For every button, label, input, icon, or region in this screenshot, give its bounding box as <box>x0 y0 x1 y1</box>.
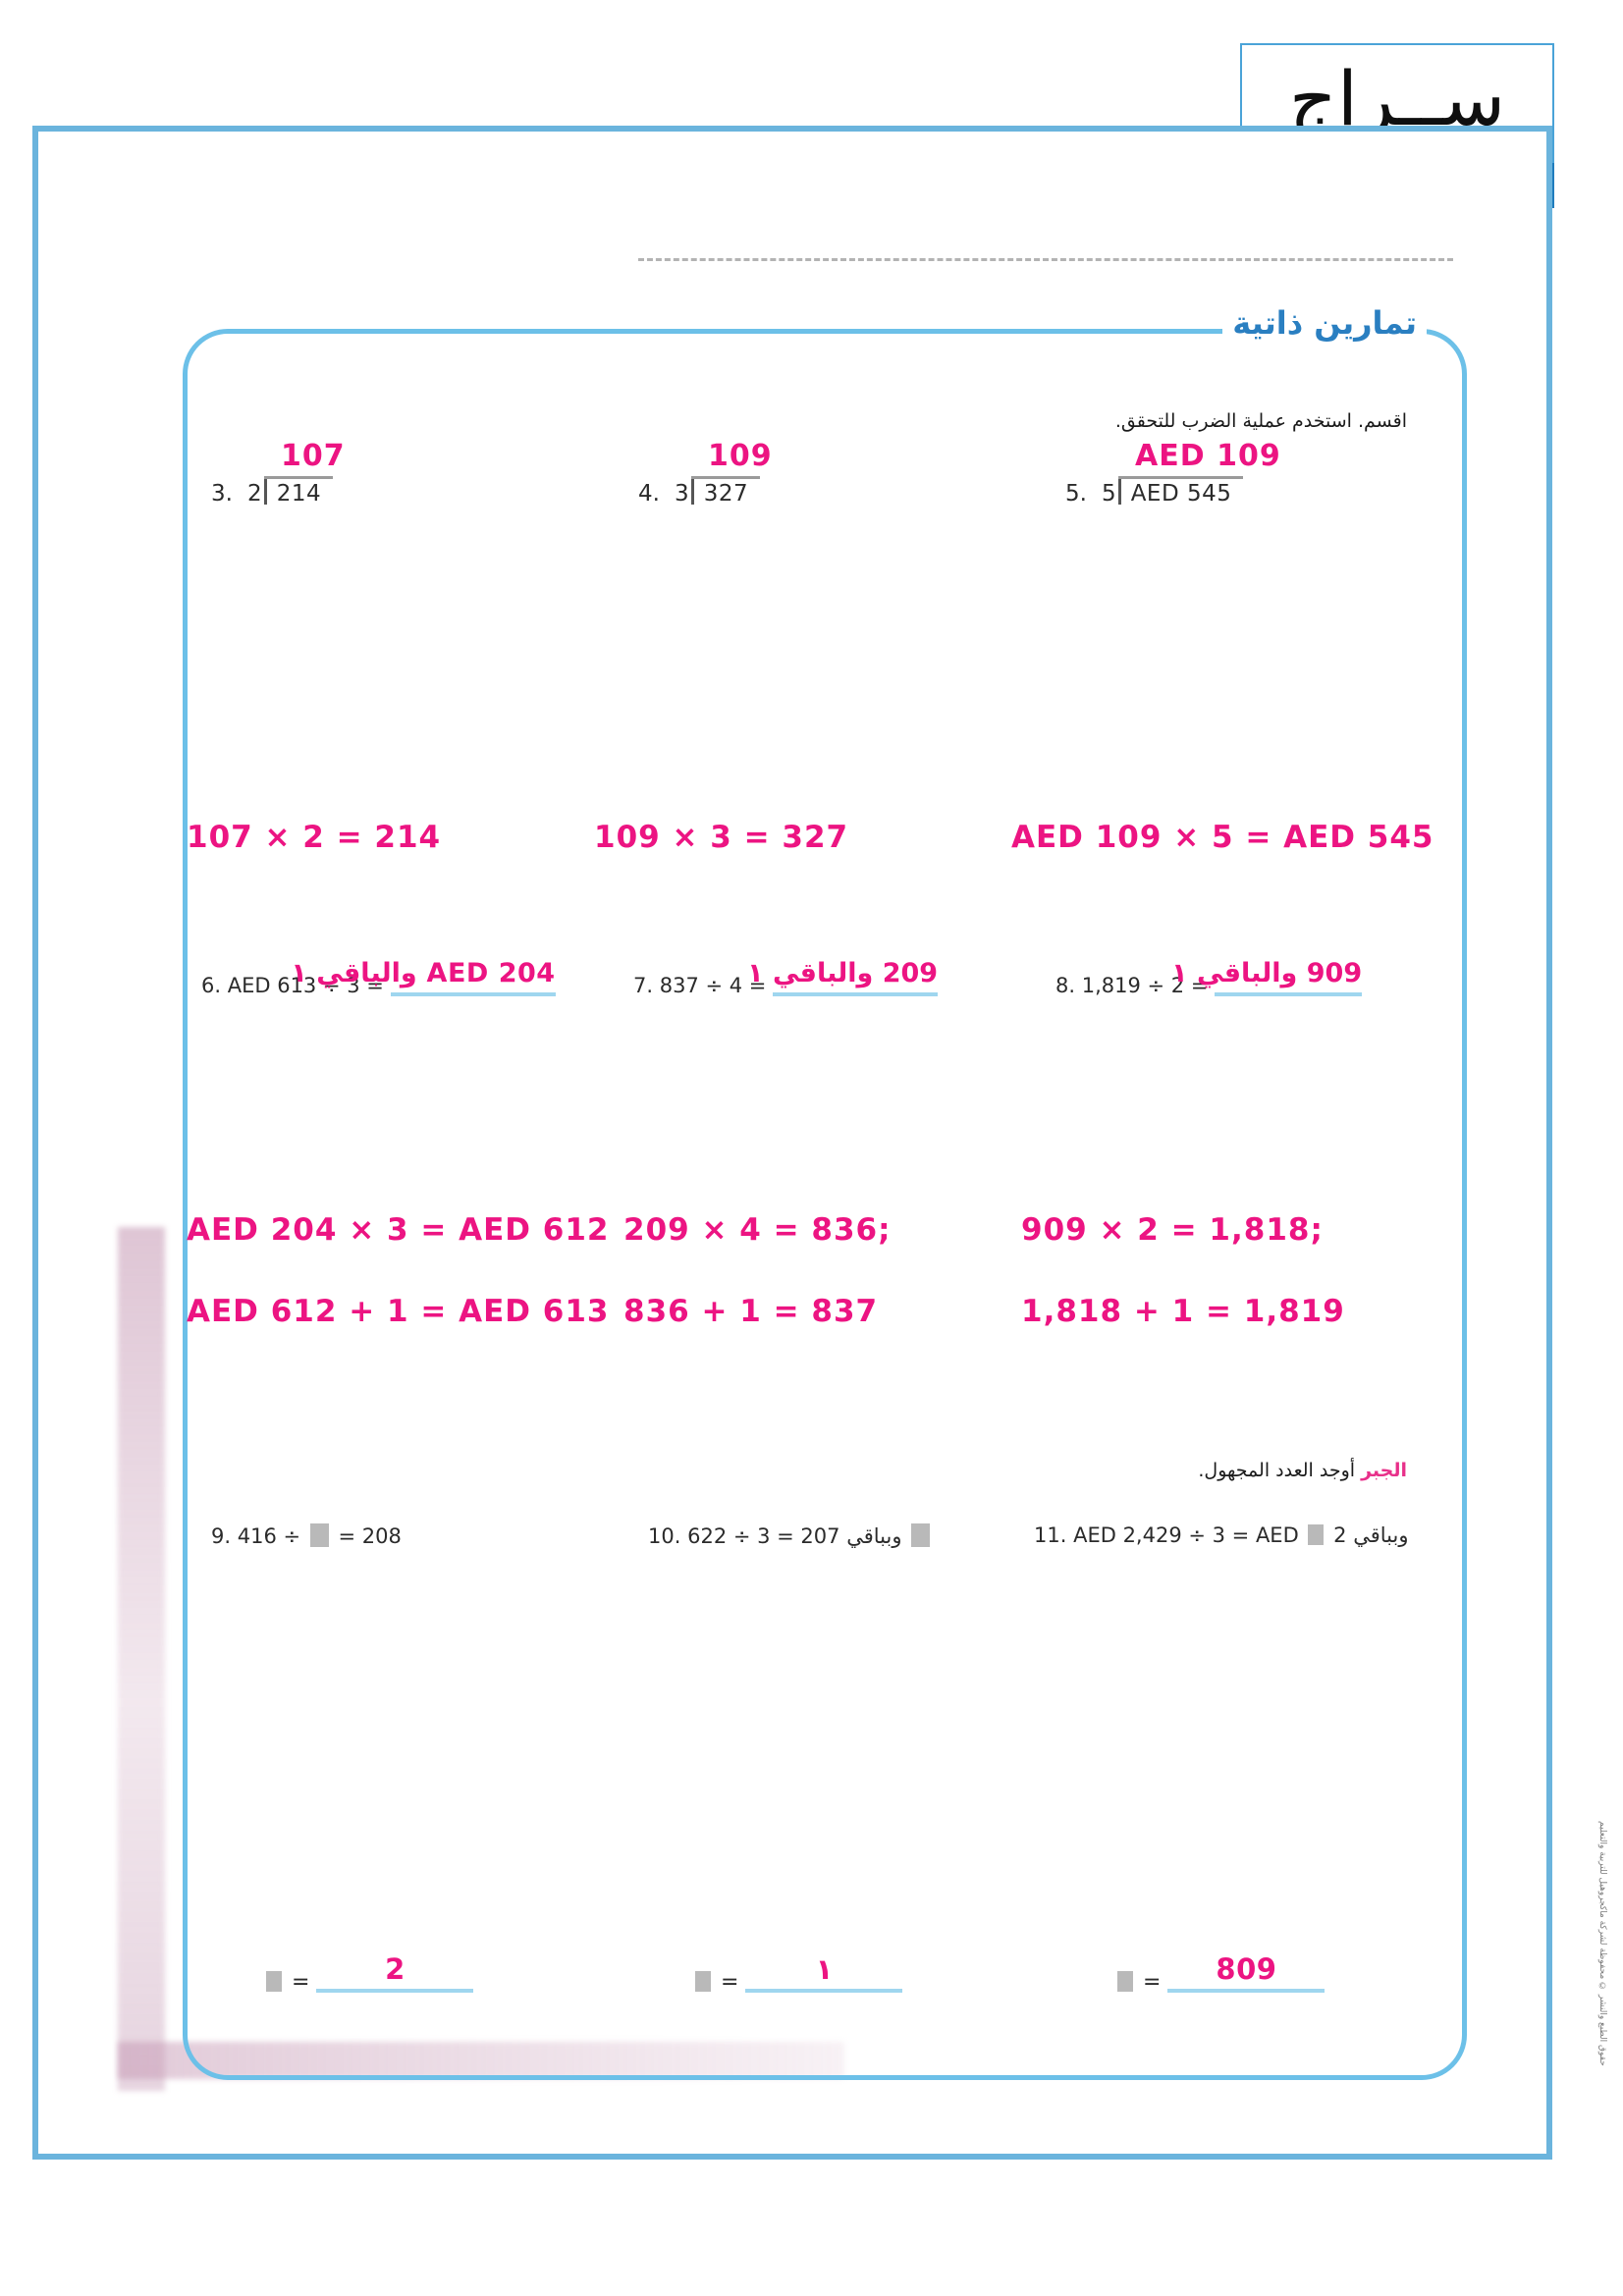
answer-blank[interactable]: ١ <box>745 1952 903 1993</box>
problem-expression: 837 ÷ 4 = <box>659 974 767 997</box>
divisor: 2 <box>247 481 262 507</box>
scan-smudge-left <box>118 1227 165 2091</box>
final-answer-9: = 2 <box>263 1952 474 1995</box>
problem-number: 8. <box>1055 974 1076 997</box>
answer-text: 809 <box>1216 1952 1277 1986</box>
check-equation-2: 109 × 3 = 327 <box>594 820 849 855</box>
check-equation-1: 107 × 2 = 214 <box>187 820 442 855</box>
verify-6-line1: AED 204 × 3 = AED 612 <box>187 1212 610 1248</box>
verify-7-line1: 209 × 4 = 836; <box>623 1212 892 1248</box>
final-answer-11: = 809 <box>1114 1952 1325 1995</box>
equals-sign: = <box>292 1970 310 1995</box>
problem-number: 10. <box>648 1524 681 1548</box>
problem-number: 4. <box>638 481 660 507</box>
dividend: 214 <box>276 481 322 507</box>
division-figure: 107 2 214 <box>247 439 345 507</box>
instruction-algebra: الجبر أوجد العدد المجهول. <box>1198 1460 1407 1481</box>
problem-number: 5. <box>1065 481 1087 507</box>
algebra-problem-10: 10. 622 ÷ 3 = 207 وبباقي <box>648 1523 933 1548</box>
final-answer-10: = ١ <box>692 1952 903 1995</box>
fill-problem-7: 7. 837 ÷ 4 = 209 والباقي ١ <box>633 958 939 997</box>
quotient-answer: 107 <box>281 439 346 473</box>
problem-number: 11. <box>1034 1523 1067 1547</box>
fill-problem-6: 6. AED 613 ÷ 3 = AED 204 والباقي ١ <box>201 958 556 997</box>
problem-expression-pre: 416 ÷ <box>237 1524 301 1548</box>
algebra-instruction-text: أوجد العدد المجهول. <box>1198 1460 1356 1481</box>
remainder-label-ar: وبباقي <box>1353 1523 1409 1547</box>
answer-blank[interactable]: 209 والباقي ١ <box>747 958 939 996</box>
instruction-divide: اقسم. استخدم عملية الضرب للتحقق. <box>1114 410 1407 432</box>
answer-text: ١ <box>815 1952 834 1986</box>
equals-sign: = <box>721 1970 739 1995</box>
algebra-problem-11: 11. AED 2,429 ÷ 3 = AED 2 وبباقي <box>1034 1523 1408 1547</box>
answer-text: 2 <box>385 1952 406 1986</box>
division-bracket-icon: AED 545 <box>1117 476 1244 507</box>
problem-expression: AED 613 ÷ 3 = <box>227 974 384 997</box>
divisor: 5 <box>1102 481 1116 507</box>
problem-number: 3. <box>211 481 233 507</box>
unknown-square-icon[interactable] <box>911 1523 931 1547</box>
division-bracket-icon: 214 <box>263 476 334 507</box>
section-title: تمارين ذاتية <box>1222 304 1427 342</box>
problem-number: 6. <box>201 974 222 997</box>
page-border <box>32 126 1552 2160</box>
answer-text: 209 والباقي ١ <box>747 958 939 988</box>
answer-blank[interactable]: 809 <box>1167 1952 1325 1993</box>
remainder-label-ar: وبباقي <box>846 1524 902 1548</box>
verify-8-line1: 909 × 2 = 1,818; <box>1021 1212 1324 1248</box>
scan-smudge-bottom <box>118 2042 844 2079</box>
dividend: AED 545 <box>1130 481 1232 507</box>
unknown-square-icon[interactable] <box>1308 1524 1325 1545</box>
unknown-square-icon <box>1117 1971 1133 1992</box>
unknown-square-icon[interactable] <box>309 1523 329 1547</box>
fill-problem-8: 8. 1,819 ÷ 2 = 909 والباقي ١ <box>1055 958 1363 997</box>
algebra-label: الجبر <box>1361 1460 1407 1481</box>
answer-text: AED 204 والباقي ١ <box>291 958 556 988</box>
dashed-divider <box>638 258 1453 261</box>
verify-7-line2: 836 + 1 = 837 <box>623 1294 879 1329</box>
quotient-answer: 109 <box>708 439 773 473</box>
verify-8-line2: 1,818 + 1 = 1,819 <box>1021 1294 1345 1329</box>
problem-expression-post: = 208 <box>338 1524 402 1548</box>
problem-expression-post: 2 <box>1333 1523 1347 1547</box>
answer-blank[interactable]: AED 204 والباقي ١ <box>291 958 556 996</box>
long-division-problem-4: 4. 109 3 327 <box>638 439 772 507</box>
verify-6-line2: AED 612 + 1 = AED 613 <box>187 1294 610 1329</box>
divisor: 3 <box>675 481 689 507</box>
division-figure: 109 3 327 <box>675 439 772 507</box>
problem-expression: 1,819 ÷ 2 = <box>1081 974 1209 997</box>
problem-number: 7. <box>633 974 654 997</box>
copyright-vertical: حقوق الطبع والنشر © محفوظة لشركة ماكجروه… <box>1597 1821 1607 2066</box>
problem-expression-pre: 622 ÷ 3 = 207 <box>687 1524 840 1548</box>
problem-number: 9. <box>211 1524 232 1548</box>
dividend: 327 <box>703 481 749 507</box>
answer-text: 909 والباقي ١ <box>1171 958 1363 988</box>
unknown-square-icon <box>695 1971 711 1992</box>
exercise-container <box>183 329 1467 2080</box>
long-division-problem-5: 5. AED 109 5 AED 545 <box>1065 439 1280 507</box>
answer-blank[interactable]: 2 <box>316 1952 474 1993</box>
quotient-answer: AED 109 <box>1135 439 1281 473</box>
equals-sign: = <box>1143 1970 1162 1995</box>
unknown-square-icon <box>266 1971 282 1992</box>
long-division-problem-3: 3. 107 2 214 <box>211 439 345 507</box>
algebra-problem-9: 9. 416 ÷ = 208 <box>211 1523 402 1548</box>
check-equation-3: AED 109 × 5 = AED 545 <box>1011 820 1434 855</box>
problem-expression-pre: AED 2,429 ÷ 3 = AED <box>1073 1523 1299 1547</box>
division-bracket-icon: 327 <box>690 476 761 507</box>
division-figure: AED 109 5 AED 545 <box>1102 439 1280 507</box>
logo-wordmark: ســراج <box>1288 55 1506 142</box>
answer-blank[interactable]: 909 والباقي ١ <box>1171 958 1363 996</box>
